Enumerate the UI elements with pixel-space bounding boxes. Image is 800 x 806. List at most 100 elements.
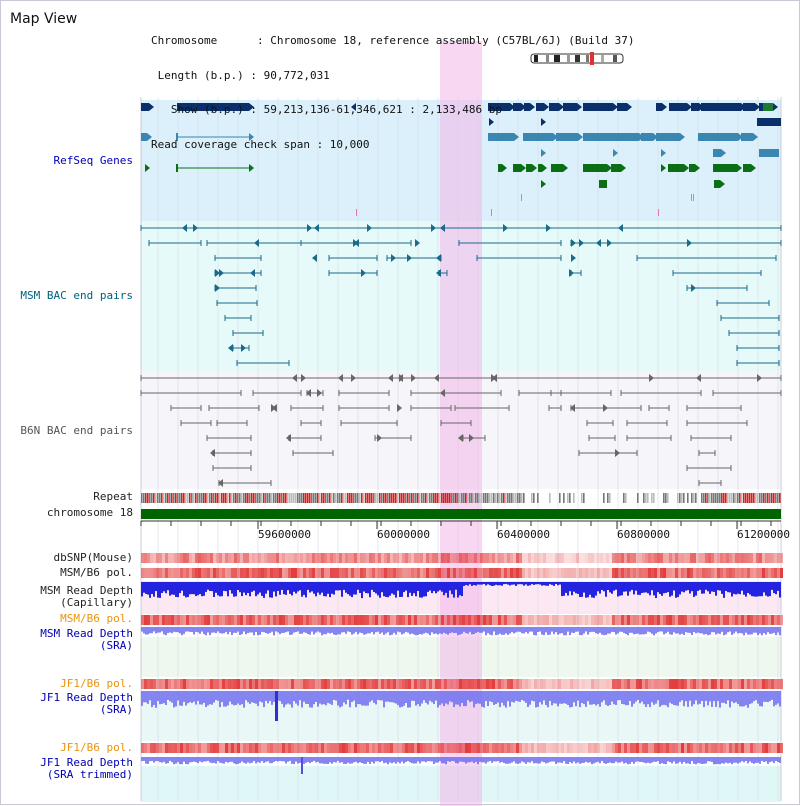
jf1-trimmed-depth-bar (273, 757, 275, 762)
dbsnp-heat-cell (195, 553, 198, 563)
msm-pol-heat-cell (750, 568, 753, 578)
dbsnp-heat-cell (150, 553, 153, 563)
msm-capillary-depth-bar (733, 582, 735, 594)
jf1-trimmed-depth-bar (707, 757, 709, 762)
msm-capillary-depth-bar (661, 582, 663, 596)
msm-sra-depth-bar (673, 627, 675, 633)
jf1-sra-depth-bar (467, 691, 469, 701)
msm-capillary-depth-bar (475, 582, 477, 586)
jf1-pol-heat-cell (207, 743, 210, 753)
msm-sra-depth-bar (581, 627, 583, 636)
msm-pol-heat-cell (213, 568, 216, 578)
refseq-gene (641, 133, 653, 141)
msm-pol-heat-cell (432, 615, 435, 625)
jf1-trimmed-depth-bar (159, 757, 161, 763)
jf1-sra-depth-bar (777, 691, 779, 704)
msm-sra-depth-bar (149, 627, 151, 634)
jf1-trimmed-depth-bar (621, 757, 623, 762)
jf1-pol-heat-cell (441, 679, 444, 689)
jf1-sra-depth-bar (317, 691, 319, 707)
msm-sra-depth-bar (231, 627, 233, 635)
dbsnp-heat-cell (594, 553, 597, 563)
repeat-element (399, 493, 401, 503)
track-label-msm-depth-capillary[interactable]: MSM Read Depth (Capillary) (40, 585, 133, 609)
msm-sra-depth-bar (387, 627, 389, 633)
jf1-sra-depth-bar (493, 691, 495, 705)
repeat-element (723, 493, 725, 503)
msm-capillary-depth-bar (487, 582, 489, 585)
msm-capillary-depth-bar (583, 582, 585, 593)
track-label-refseq[interactable]: RefSeq Genes (53, 154, 133, 167)
msm-sra-depth-bar (541, 627, 543, 635)
msm-pol-heat-cell (453, 615, 456, 625)
msm-capillary-depth-bar (457, 582, 459, 598)
dbsnp-heat-cell (180, 553, 183, 563)
msm-sra-depth-bar (711, 627, 713, 633)
jf1-pol-heat-cell (447, 679, 450, 689)
jf1-trimmed-depth-bar (703, 757, 705, 764)
msm-pol-heat-cell (591, 615, 594, 625)
jf1-trimmed-depth-bar (573, 757, 575, 762)
track-label-dbsnp[interactable]: dbSNP(Mouse) (53, 551, 133, 564)
jf1-pol-heat-cell (195, 679, 198, 689)
jf1-pol-heat-cell (498, 679, 501, 689)
jf1-trimmed-depth-bar (691, 757, 693, 762)
track-label-jf1-b6-pol-2[interactable]: JF1/B6 pol. (60, 741, 133, 754)
track-label-repeat[interactable]: Repeat (93, 490, 133, 503)
track-label-jf1-b6-pol-1[interactable]: JF1/B6 pol. (60, 677, 133, 690)
jf1-pol-heat-cell (264, 679, 267, 689)
repeat-element (663, 493, 665, 503)
msm-capillary-depth-bar (463, 582, 465, 586)
track-label-jf1-depth[interactable]: JF1 Read Depth (SRA) (40, 692, 133, 716)
jf1-sra-depth-bar (401, 691, 403, 707)
jf1-pol-heat-cell (372, 679, 375, 689)
msm-sra-depth-bar (779, 627, 781, 636)
track-label-msm-depth-sra[interactable]: MSM Read Depth (SRA) (40, 628, 133, 652)
jf1-trimmed-depth-bar (353, 757, 355, 763)
jf1-pol-heat-cell (657, 743, 660, 753)
msm-pol-heat-cell (342, 615, 345, 625)
dbsnp-heat-cell (141, 553, 144, 563)
jf1-pol-heat-cell (369, 743, 372, 753)
jf1-pol-heat-cell (153, 743, 156, 753)
msm-capillary-depth-bar (625, 582, 627, 592)
jf1-pol-heat-cell (258, 743, 261, 753)
msm-capillary-depth-bar (177, 582, 179, 598)
msm-sra-depth-bar (707, 627, 709, 636)
track-label-msm-bac[interactable]: MSM BAC end pairs (20, 289, 133, 302)
jf1-pol-heat-cell (582, 679, 585, 689)
msm-sra-depth-bar (407, 627, 409, 633)
jf1-sra-depth-bar (147, 691, 149, 704)
msm-sra-depth-bar (661, 627, 663, 632)
jf1-trimmed-depth-bar (553, 757, 555, 762)
msm-pol-heat-cell (492, 615, 495, 625)
dbsnp-heat-cell (366, 553, 369, 563)
msm-sra-depth-bar (301, 627, 303, 634)
msm-pol-heat-cell (384, 568, 387, 578)
track-label-msm-b6-pol-1[interactable]: MSM/B6 pol. (60, 566, 133, 579)
jf1-pol-heat-cell (522, 679, 525, 689)
dbsnp-heat-cell (585, 553, 588, 563)
track-label-jf1-depth-trimmed[interactable]: JF1 Read Depth (SRA trimmed) (40, 757, 133, 781)
jf1-pol-heat-cell (516, 743, 519, 753)
msm-pol-heat-cell (516, 568, 519, 578)
jf1-sra-depth-bar (631, 691, 633, 707)
jf1-pol-heat-cell (339, 743, 342, 753)
jf1-trimmed-depth-bar (333, 757, 335, 763)
jf1-sra-depth-bar (315, 691, 317, 702)
jf1-trimmed-depth-bar (765, 757, 767, 762)
track-label-b6n-bac[interactable]: B6N BAC end pairs (20, 424, 133, 437)
track-label-msm-b6-pol-2[interactable]: MSM/B6 pol. (60, 612, 133, 625)
repeat-element (749, 493, 751, 503)
bac-end-arrow (228, 344, 233, 352)
jf1-sra-depth-bar (387, 691, 389, 702)
repeat-element (235, 493, 237, 503)
repeat-element (461, 493, 463, 503)
msm-pol-heat-cell (369, 615, 372, 625)
repeat-element (297, 493, 299, 503)
jf1-sra-depth-bar (363, 691, 365, 706)
msm-capillary-depth-bar (273, 582, 275, 592)
msm-sra-depth-bar (447, 627, 449, 635)
msm-pol-heat-cell (585, 615, 588, 625)
